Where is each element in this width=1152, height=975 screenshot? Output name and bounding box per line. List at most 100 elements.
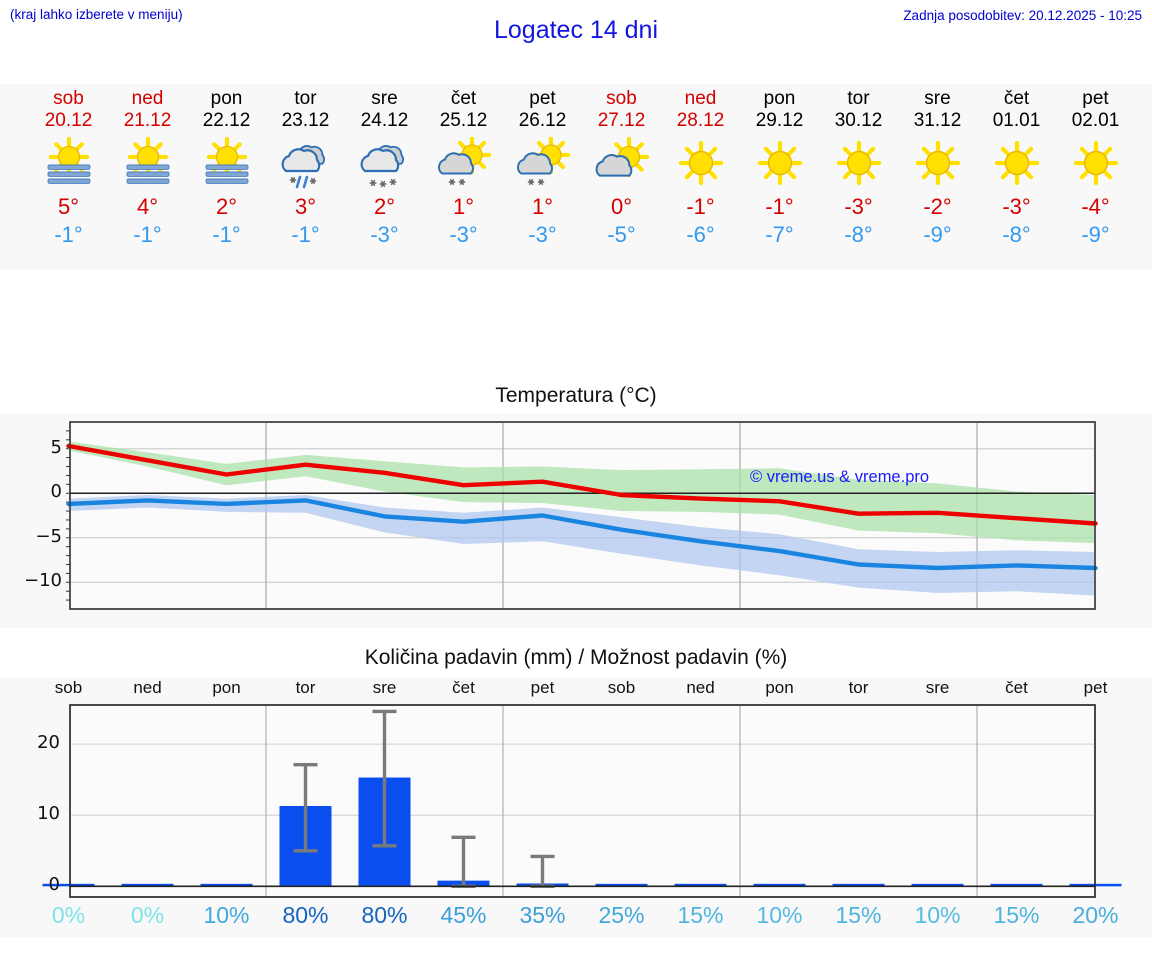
low-temperature: -8°: [844, 222, 873, 247]
precipitation-day-label: sob: [607, 678, 636, 697]
day-column[interactable]: pet 02.01 -4° -9°: [1056, 84, 1135, 270]
day-column[interactable]: tor 30.12 -3° -8°: [819, 84, 898, 270]
precipitation-probability-label: 25%: [598, 902, 645, 928]
precipitation-day-label: sre: [372, 678, 397, 697]
day-of-week-label: sob: [606, 88, 637, 109]
low-temperature: -9°: [923, 222, 952, 247]
precipitation-day-label: pon: [212, 678, 241, 697]
precipitation-day-label: pon: [765, 678, 794, 697]
high-temperature: -2°: [923, 194, 952, 219]
low-temperature: -9°: [1081, 222, 1110, 247]
low-temperature: -1°: [54, 222, 83, 247]
high-temperature: 1°: [531, 194, 554, 219]
precipitation-day-label: čet: [452, 678, 475, 697]
last-updated-text: Zadnja posodobitev: 20.12.2025 - 10:25: [903, 8, 1142, 23]
sun-icon: [752, 137, 808, 189]
high-temperature: -3°: [844, 194, 873, 219]
sun-icon: [673, 137, 729, 189]
page-header: (kraj lahko izberete v meniju) Logatec 1…: [0, 0, 1152, 62]
day-date-label: 22.12: [202, 110, 251, 131]
sun-cloud-snow-icon: [515, 137, 571, 189]
day-date-label: 24.12: [360, 110, 409, 131]
day-column[interactable]: sre 24.12 2° -3°: [345, 84, 424, 270]
day-date-label: 30.12: [834, 110, 883, 131]
day-date-label: 21.12: [123, 110, 172, 131]
day-column[interactable]: čet 25.12 1° -3°: [424, 84, 503, 270]
precipitation-y-axis-tick-label: 0: [48, 874, 60, 896]
precipitation-probability-label: 35%: [519, 902, 566, 928]
precipitation-probability-label: 20%: [1072, 902, 1119, 928]
day-column[interactable]: ned 21.12 4° -1°: [108, 84, 187, 270]
day-column[interactable]: pon 29.12 -1° -7°: [740, 84, 819, 270]
precipitation-probability-label: 80%: [361, 902, 408, 928]
precipitation-day-label: sre: [925, 678, 950, 697]
low-temperature: -3°: [528, 222, 557, 247]
day-column[interactable]: pet 26.12 1° -3°: [503, 84, 582, 270]
low-temperature: -5°: [607, 222, 636, 247]
day-column[interactable]: ned 28.12 -1° -6°: [661, 84, 740, 270]
page-title: Logatec 14 dni: [493, 16, 659, 44]
day-column[interactable]: tor 23.12 3° -1°: [266, 84, 345, 270]
precipitation-chart-svg: [42, 704, 1122, 898]
day-of-week-label: pon: [210, 88, 243, 109]
temperature-chart-svg: [66, 421, 1098, 610]
day-date-label: 25.12: [439, 110, 488, 131]
temperature-chart-title: Temperatura (°C): [495, 384, 657, 407]
daily-forecast-strip: sob 20.12 5° -1° ned 21.12 4° -1° pon 22.12 2° -1° t…: [0, 84, 1152, 270]
menu-hint-text: (kraj lahko izberete v meniju): [10, 7, 183, 22]
low-temperature: -3°: [370, 222, 399, 247]
day-of-week-label: pet: [1082, 88, 1109, 109]
high-temperature: -1°: [686, 194, 715, 219]
low-temperature: -7°: [765, 222, 794, 247]
temperature-chart-panel: Temperatura (°C) © vreme.us & vreme.pro …: [0, 380, 1152, 628]
y-axis-tick-label: −5: [35, 525, 62, 547]
day-date-label: 27.12: [597, 110, 646, 131]
precipitation-probability-label: 15%: [677, 902, 724, 928]
day-column[interactable]: čet 01.01 -3° -8°: [977, 84, 1056, 270]
high-temperature: 3°: [294, 194, 317, 219]
high-temperature: -1°: [765, 194, 794, 219]
day-date-label: 02.01: [1071, 110, 1120, 131]
high-temperature: 0°: [610, 194, 633, 219]
day-of-week-label: ned: [684, 88, 717, 109]
y-axis-tick-label: −10: [24, 570, 62, 592]
sun-fog-icon: [41, 137, 97, 189]
high-temperature: 4°: [136, 194, 159, 219]
high-temperature: 1°: [452, 194, 475, 219]
temperature-chart-title-band: [0, 380, 1152, 413]
precipitation-y-axis-tick-label: 20: [37, 732, 60, 754]
sun-fog-icon: [199, 137, 255, 189]
day-date-label: 20.12: [44, 110, 93, 131]
cloud-snow-icon: [357, 137, 413, 189]
day-of-week-label: čet: [1003, 88, 1030, 109]
day-column[interactable]: sre 31.12 -2° -9°: [898, 84, 977, 270]
day-column[interactable]: sob 27.12 0° -5°: [582, 84, 661, 270]
precipitation-probability-label: 0%: [51, 902, 86, 928]
sun-icon: [831, 137, 887, 189]
day-column[interactable]: pon 22.12 2° -1°: [187, 84, 266, 270]
precipitation-day-label: pet: [1083, 678, 1108, 697]
day-of-week-label: sre: [924, 88, 951, 109]
precipitation-chart-title: Količina padavin (mm) / Možnost padavin …: [364, 646, 788, 669]
precipitation-day-label: ned: [133, 678, 162, 697]
precipitation-day-label: pet: [530, 678, 555, 697]
precipitation-chart-panel: Količina padavin (mm) / Možnost padavin …: [0, 640, 1152, 975]
precipitation-day-label: sob: [54, 678, 83, 697]
day-of-week-label: ned: [131, 88, 164, 109]
day-of-week-label: tor: [294, 88, 317, 109]
copyright-text: © vreme.us & vreme.pro: [750, 468, 930, 486]
precipitation-day-label: čet: [1005, 678, 1028, 697]
precipitation-day-label: tor: [848, 678, 869, 697]
day-column[interactable]: sob 20.12 5° -1°: [29, 84, 108, 270]
day-date-label: 29.12: [755, 110, 804, 131]
day-of-week-label: čet: [450, 88, 477, 109]
low-temperature: -1°: [291, 222, 320, 247]
precipitation-day-label: ned: [686, 678, 715, 697]
precipitation-probability-label: 15%: [993, 902, 1040, 928]
day-of-week-label: sre: [371, 88, 398, 109]
precipitation-probability-label: 15%: [835, 902, 882, 928]
high-temperature: -3°: [1002, 194, 1031, 219]
low-temperature: -8°: [1002, 222, 1031, 247]
day-date-label: 23.12: [281, 110, 330, 131]
